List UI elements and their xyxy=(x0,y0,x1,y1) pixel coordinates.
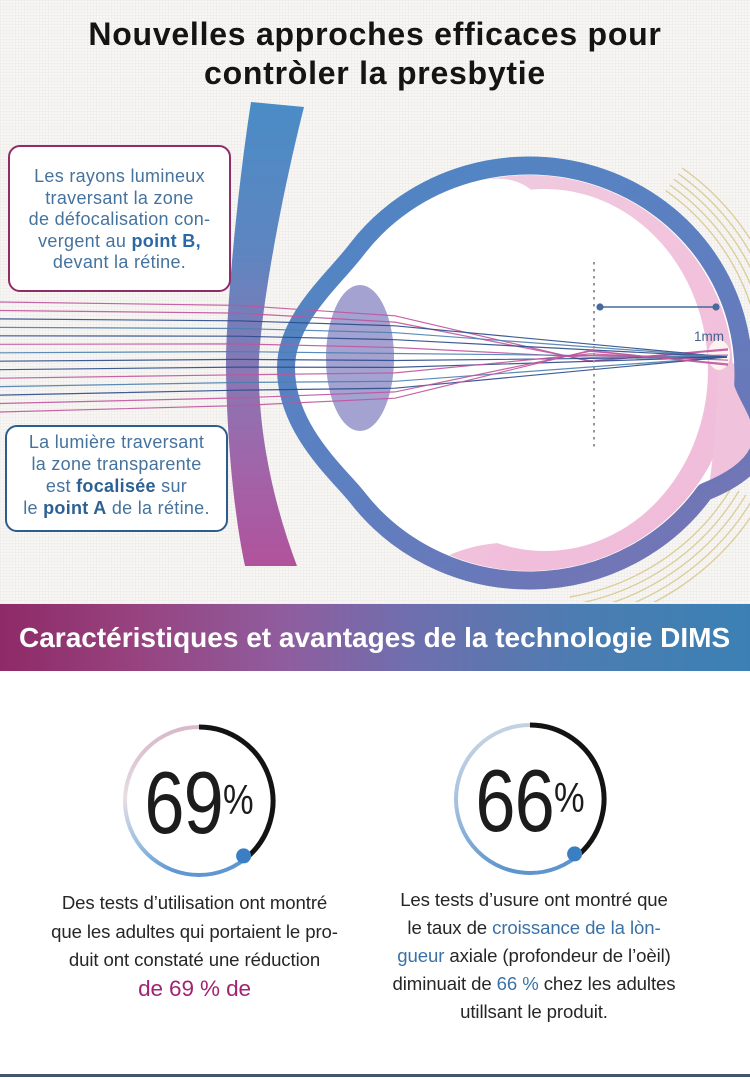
svg-text:1mm: 1mm xyxy=(694,329,724,344)
